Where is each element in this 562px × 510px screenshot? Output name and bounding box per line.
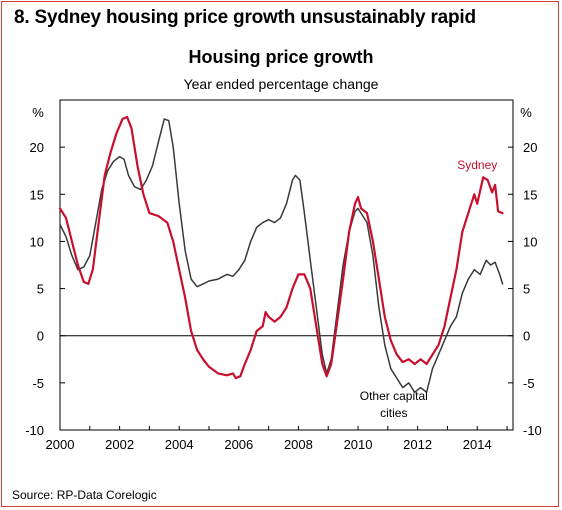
y-tick-label-right: 15 bbox=[523, 187, 537, 202]
y-tick-label-left: 20 bbox=[30, 140, 44, 155]
axes-layer: -10 -10 -5 -5 0 0 5 5 10 10 15 15 20 20 2000 2002 2004 20… bbox=[25, 140, 542, 452]
source-note: Source: RP-Data Corelogic bbox=[12, 488, 157, 502]
x-tick-label: 2006 bbox=[224, 437, 253, 452]
y-tick-label-left: -10 bbox=[25, 423, 44, 438]
y-tick-label-left: 10 bbox=[30, 234, 44, 249]
chart-subtitle: Year ended percentage change bbox=[184, 76, 379, 92]
figure-heading: 8. Sydney housing price growth unsustain… bbox=[14, 7, 476, 28]
x-tick-label: 2004 bbox=[165, 437, 194, 452]
x-tick-label: 2000 bbox=[46, 437, 75, 452]
y-unit-right: % bbox=[520, 105, 532, 120]
series-line-sydney bbox=[58, 115, 504, 380]
annotation-layer: Sydney Other capital cities bbox=[360, 158, 497, 420]
annotation-cities: cities bbox=[380, 406, 407, 420]
y-unit-left: % bbox=[32, 105, 44, 120]
y-tick-label-left: 0 bbox=[37, 329, 44, 344]
plot-area-border bbox=[59, 99, 514, 431]
y-tick-label-right: -10 bbox=[523, 423, 542, 438]
annotation-sydney: Sydney bbox=[457, 158, 497, 172]
x-tick-label: 2008 bbox=[284, 437, 313, 452]
series-line-other-capital-cities bbox=[59, 118, 504, 394]
y-tick-label-right: -5 bbox=[523, 376, 535, 391]
y-tick-label-left: 5 bbox=[37, 282, 44, 297]
chart-title: Housing price growth bbox=[188, 47, 373, 67]
x-tick-label: 2014 bbox=[463, 437, 492, 452]
x-tick-label: 2002 bbox=[105, 437, 134, 452]
y-tick-label-left: 15 bbox=[30, 187, 44, 202]
x-tick-label: 2010 bbox=[344, 437, 373, 452]
series-layer bbox=[58, 115, 504, 394]
y-tick-label-right: 10 bbox=[523, 234, 537, 249]
annotation-other-capital: Other capital bbox=[360, 389, 428, 403]
y-tick-label-left: -5 bbox=[32, 376, 44, 391]
y-tick-label-right: 0 bbox=[523, 329, 530, 344]
y-tick-label-right: 5 bbox=[523, 282, 530, 297]
y-tick-label-right: 20 bbox=[523, 140, 537, 155]
x-tick-label: 2012 bbox=[403, 437, 432, 452]
